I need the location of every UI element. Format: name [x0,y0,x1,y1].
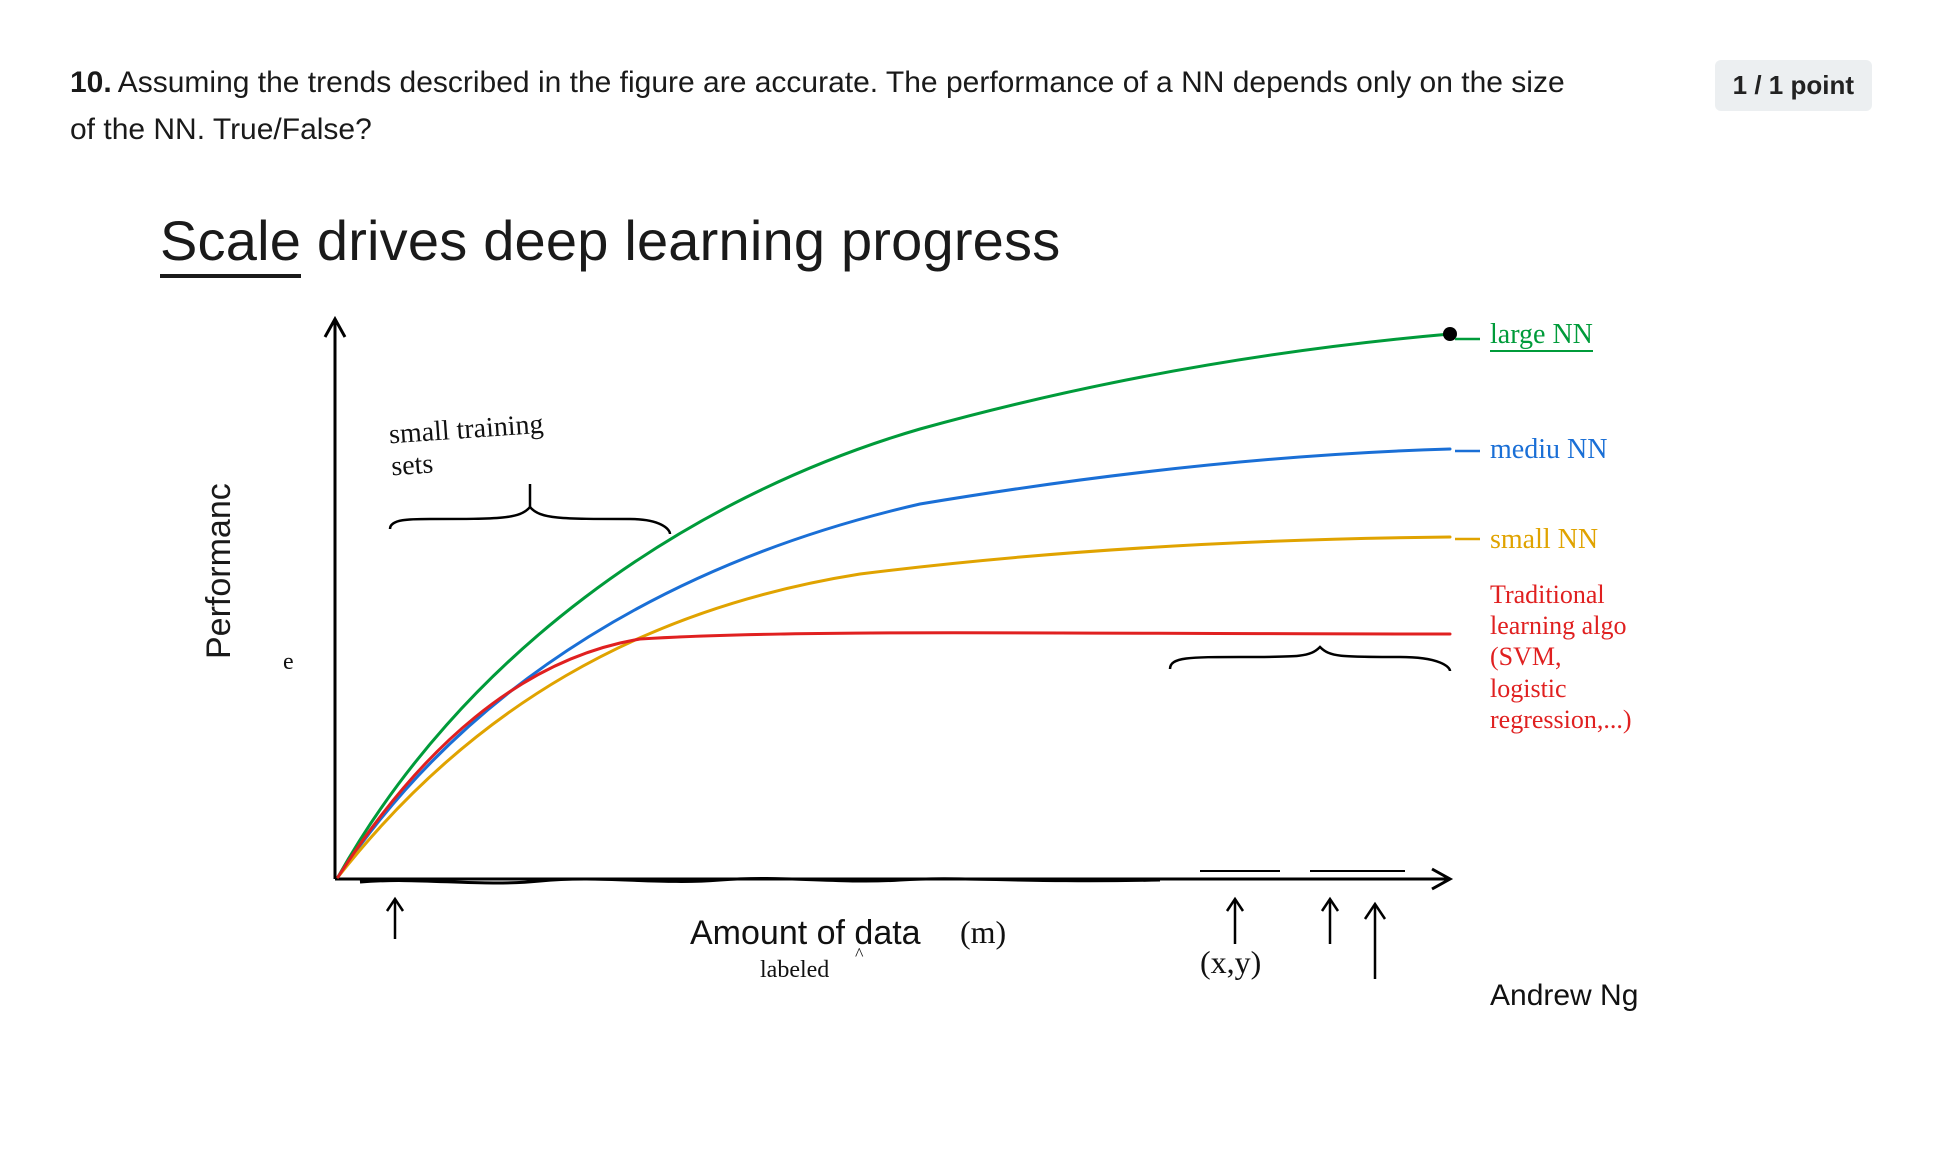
figure-title-keyword: Scale [160,209,301,278]
x-axis-label-m: (m) [960,914,1006,951]
endpoint-marker-large-nn [1443,327,1457,341]
quiz-question-page: 10.Assuming the trends described in the … [0,0,1942,1154]
figure: Scale drives deep learning progress Perf… [160,208,1872,1079]
curve-traditional [338,633,1450,877]
axes [325,319,1450,889]
question-number: 10. [70,66,112,99]
label-small-nn: small NN [1490,524,1598,556]
x-axis-label-labeled: labeled [760,957,829,985]
caret-icon: ^ [855,944,863,965]
chart-svg [160,279,1700,1079]
label-traditional: Traditional learning algo (SVM, logistic… [1490,579,1632,735]
annot-small-training: small training sets [388,409,547,484]
curves [338,327,1457,877]
points-badge: 1 / 1 point [1715,60,1872,111]
figure-title: Scale drives deep learning progress [160,208,1872,273]
brace-traditional [1170,647,1450,671]
arrow-up-left [387,899,403,939]
x-axis-label-xy: (x,y) [1200,944,1261,981]
chart: Performanc e [160,279,1700,1079]
figure-title-rest: drives deep learning progress [301,209,1060,272]
question-body: Assuming the trends described in the fig… [70,66,1565,146]
question-row: 10.Assuming the trends described in the … [70,60,1872,153]
figure-credit: Andrew Ng [1490,979,1638,1013]
curve-small-nn [338,537,1450,877]
brace-small-training [390,484,670,534]
label-large-nn: large NN [1490,319,1593,351]
label-medium-nn: mediu NN [1490,434,1607,466]
question-text: 10.Assuming the trends described in the … [70,60,1590,153]
x-axis-label-main: Amount of data [690,914,921,953]
